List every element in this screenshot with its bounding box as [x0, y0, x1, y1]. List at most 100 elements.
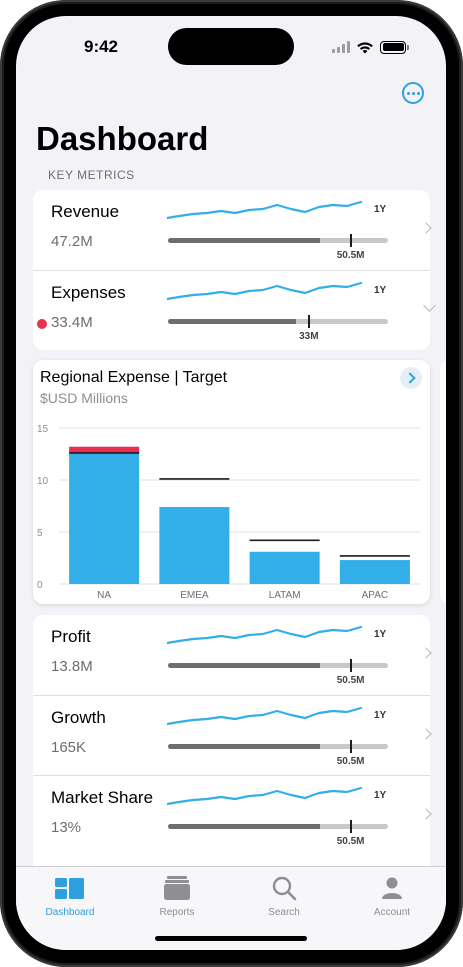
progress-fill — [168, 319, 296, 324]
metric-name: Market Share — [51, 788, 154, 807]
wifi-icon — [357, 41, 373, 53]
metric-name: Expenses — [51, 283, 126, 302]
tab-search[interactable]: Search — [244, 875, 324, 918]
cellular-signal-icon — [332, 41, 350, 53]
x-tick-label: EMEA — [180, 590, 209, 601]
metric-value: 13% — [51, 819, 82, 836]
battery-icon — [380, 40, 409, 54]
metric-period: 1Y — [374, 629, 387, 640]
regional-expense-chart-card[interactable]: Regional Expense | Target $USD Millions … — [33, 360, 430, 604]
target-marker — [349, 740, 352, 753]
chevron-right-icon[interactable] — [420, 808, 432, 820]
y-tick-label: 5 — [37, 528, 43, 539]
progress-fill — [168, 744, 320, 749]
metric-value: 13.8M — [51, 658, 93, 675]
metric-row-expenses[interactable]: Expenses 33.4M 1Y 33M — [33, 270, 436, 350]
x-tick-label: NA — [97, 590, 111, 601]
tab-label: Search — [268, 907, 300, 918]
y-tick-label: 10 — [37, 476, 49, 487]
metric-row-revenue[interactable]: Revenue 47.2M 1Y 50.5M — [33, 190, 432, 270]
key-metrics-card: Revenue 47.2M 1Y 50.5M Expenses 33.4M 1Y 33M — [33, 190, 436, 350]
target-progress-bar — [168, 234, 388, 247]
metric-name: Revenue — [51, 202, 120, 221]
chart-detail-chevron-icon[interactable] — [400, 367, 422, 389]
dynamic-island — [168, 28, 294, 65]
target-progress-bar — [168, 740, 388, 753]
progress-fill — [168, 824, 320, 829]
sparkline — [167, 281, 363, 301]
sparkline-line — [167, 706, 363, 726]
target-label: 50.5M — [336, 756, 365, 767]
tab-label: Account — [373, 907, 411, 918]
metric-period: 1Y — [374, 790, 387, 801]
x-tick-label: APAC — [362, 590, 389, 601]
section-label: KEY METRICS — [48, 168, 135, 182]
account-icon — [352, 875, 432, 901]
metric-row-market-share[interactable]: Market Share 13% 1Y 50.5M — [33, 775, 432, 855]
bar-apac[interactable] — [339, 560, 410, 584]
page-title: Dashboard — [36, 120, 209, 157]
screen: 9:42 Dashboard KEY METRICS Revenue 47.2M 1… — [16, 16, 446, 950]
next-chart-card-peek[interactable] — [440, 360, 446, 604]
x-tick-label: LATAM — [269, 590, 301, 601]
sparkline — [167, 706, 363, 726]
bar-emea[interactable] — [159, 507, 230, 584]
metric-value: 33.4M — [51, 314, 93, 331]
bar-over-target-na[interactable] — [69, 446, 140, 453]
metric-name: Growth — [51, 708, 106, 727]
target-label: 50.5M — [336, 675, 365, 686]
bar-latam[interactable] — [249, 551, 320, 584]
target-progress-bar — [168, 820, 388, 833]
target-marker — [349, 820, 352, 833]
metric-value: 47.2M — [51, 233, 93, 250]
search-icon — [244, 875, 324, 901]
chart-title: Regional Expense | Target — [40, 369, 228, 386]
target-progress-bar — [168, 659, 388, 672]
sparkline — [167, 200, 363, 220]
chart-subtitle: $USD Millions — [40, 390, 128, 406]
metric-row-profit[interactable]: Profit 13.8M 1Y 50.5M — [33, 615, 432, 695]
more-options-button[interactable] — [402, 82, 424, 104]
target-label: 33M — [299, 331, 319, 342]
status-icons — [332, 40, 409, 54]
more-metrics-card: Profit 13.8M 1Y 50.5M Growth 165K 1Y 50.5M Marke… — [33, 615, 432, 875]
progress-fill — [168, 238, 320, 243]
target-marker — [307, 315, 310, 328]
target-marker — [349, 659, 352, 672]
sparkline-line — [167, 281, 363, 301]
target-marker — [349, 234, 352, 247]
progress-fill — [168, 663, 320, 668]
metric-row-growth[interactable]: Growth 165K 1Y 50.5M — [33, 695, 432, 775]
sparkline-line — [167, 786, 363, 806]
alert-indicator-dot — [37, 319, 47, 329]
tab-dashboard[interactable]: Dashboard — [30, 875, 110, 918]
metric-value: 165K — [51, 739, 87, 756]
target-progress-bar — [168, 315, 388, 328]
tab-account[interactable]: Account — [352, 875, 432, 918]
sparkline-line — [167, 200, 363, 220]
tab-label: Reports — [159, 907, 195, 918]
metric-period: 1Y — [374, 204, 387, 215]
chevron-right-icon[interactable] — [420, 647, 432, 659]
bar-chart: 0 5 10 15 NA EMEA LATAM APAC — [37, 424, 420, 601]
chevron-right-icon[interactable] — [420, 222, 432, 234]
y-tick-label: 0 — [37, 580, 43, 591]
tab-label: Dashboard — [45, 907, 95, 918]
sparkline-line — [167, 625, 363, 645]
sparkline — [167, 786, 363, 806]
metric-name: Profit — [51, 627, 91, 646]
sparkline — [167, 625, 363, 645]
y-tick-label: 15 — [37, 424, 49, 435]
target-label: 50.5M — [336, 250, 365, 261]
chevron-down-icon[interactable] — [423, 299, 436, 312]
reports-icon — [137, 875, 217, 901]
bar-na[interactable] — [69, 452, 140, 584]
tab-reports[interactable]: Reports — [137, 875, 217, 918]
metric-period: 1Y — [374, 285, 387, 296]
dashboard-icon — [30, 875, 110, 901]
chevron-right-icon[interactable] — [420, 728, 432, 740]
home-indicator — [155, 936, 307, 941]
status-time: 9:42 — [83, 37, 119, 56]
metric-period: 1Y — [374, 710, 387, 721]
